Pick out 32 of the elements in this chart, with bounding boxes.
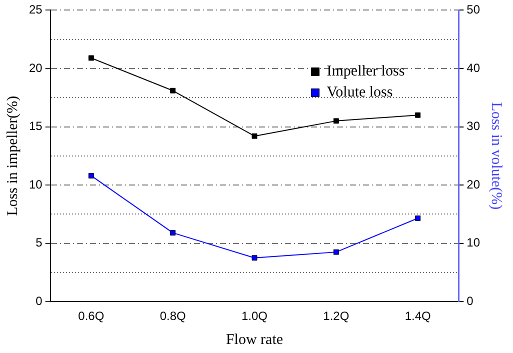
legend-label: Volute loss [326, 84, 393, 101]
legend-label: Impeller loss [326, 64, 405, 80]
y-tick-label: 0 [36, 294, 43, 308]
x-tick-label: 1.2Q [323, 309, 350, 324]
x-tick-label: 0.8Q [160, 309, 186, 324]
point [170, 230, 176, 236]
x-tick-label: 1.0Q [241, 309, 268, 324]
y-tick-label: 5 [36, 236, 43, 250]
y2-tick-label: 40 [466, 60, 480, 75]
y-tick-label: 10 [28, 177, 43, 192]
y2-tick-label: 20 [466, 177, 480, 192]
point [333, 118, 339, 124]
y2-tick-label: 50 [466, 2, 480, 17]
y2-axis-title: Loss in volute(%) [488, 102, 504, 210]
y2-tick-label: 30 [466, 119, 480, 134]
point [333, 249, 339, 255]
point [415, 216, 421, 221]
point [170, 88, 176, 94]
point [252, 255, 258, 261]
point [415, 112, 421, 118]
y2-tick-label: 10 [466, 236, 480, 250]
point [88, 172, 94, 178]
x-tick-label: 0.6Q [78, 309, 104, 324]
y-axis-title: Loss in impeller(%) [4, 96, 21, 216]
y2-tick-label: 0 [466, 294, 474, 308]
point [252, 133, 258, 139]
y-tick-label: 25 [28, 2, 43, 17]
x-axis-title: Flow rate [226, 332, 284, 348]
x-tick-label: 1.4Q [404, 309, 431, 324]
y-tick-label: 20 [28, 60, 43, 75]
y-tick-label: 15 [28, 119, 43, 134]
point [88, 55, 94, 61]
